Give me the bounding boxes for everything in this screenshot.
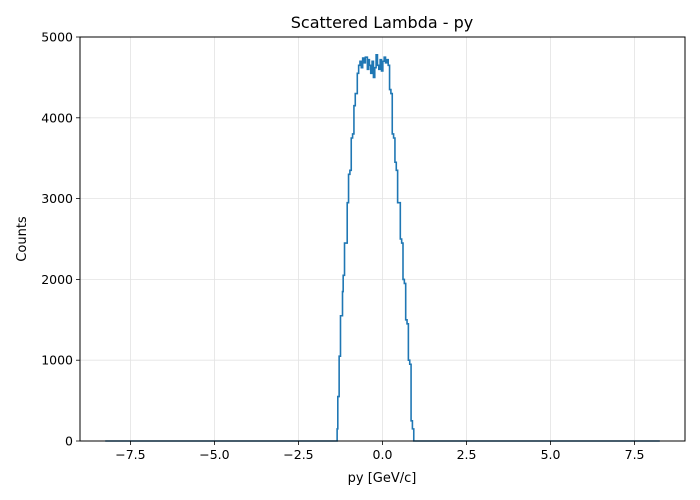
x-tick-label: 5.0 <box>541 447 561 462</box>
histogram-step-line <box>105 53 660 442</box>
x-axis-label: py [GeV/c] <box>348 471 417 486</box>
y-tick-label: 1000 <box>41 353 73 368</box>
x-tick-label: 2.5 <box>457 447 477 462</box>
x-tick-label: 7.5 <box>625 447 645 462</box>
x-tick-label: −5.0 <box>199 447 229 462</box>
x-tick-label: 0.0 <box>373 447 393 462</box>
y-tick-label: 4000 <box>41 110 73 125</box>
y-tick-label: 2000 <box>41 272 73 287</box>
y-tick-label: 5000 <box>41 30 73 45</box>
plot-area <box>105 53 660 442</box>
chart-title: Scattered Lambda - py <box>291 13 473 32</box>
y-axis: 0 1000 2000 3000 4000 5000 <box>41 30 80 449</box>
x-axis: −7.5 −5.0 −2.5 0.0 2.5 5.0 7.5 <box>115 441 645 462</box>
x-tick-label: −7.5 <box>115 447 145 462</box>
x-tick-label: −2.5 <box>283 447 313 462</box>
y-tick-label: 0 <box>65 434 73 449</box>
y-axis-label: Counts <box>15 216 30 262</box>
y-tick-label: 3000 <box>41 191 73 206</box>
